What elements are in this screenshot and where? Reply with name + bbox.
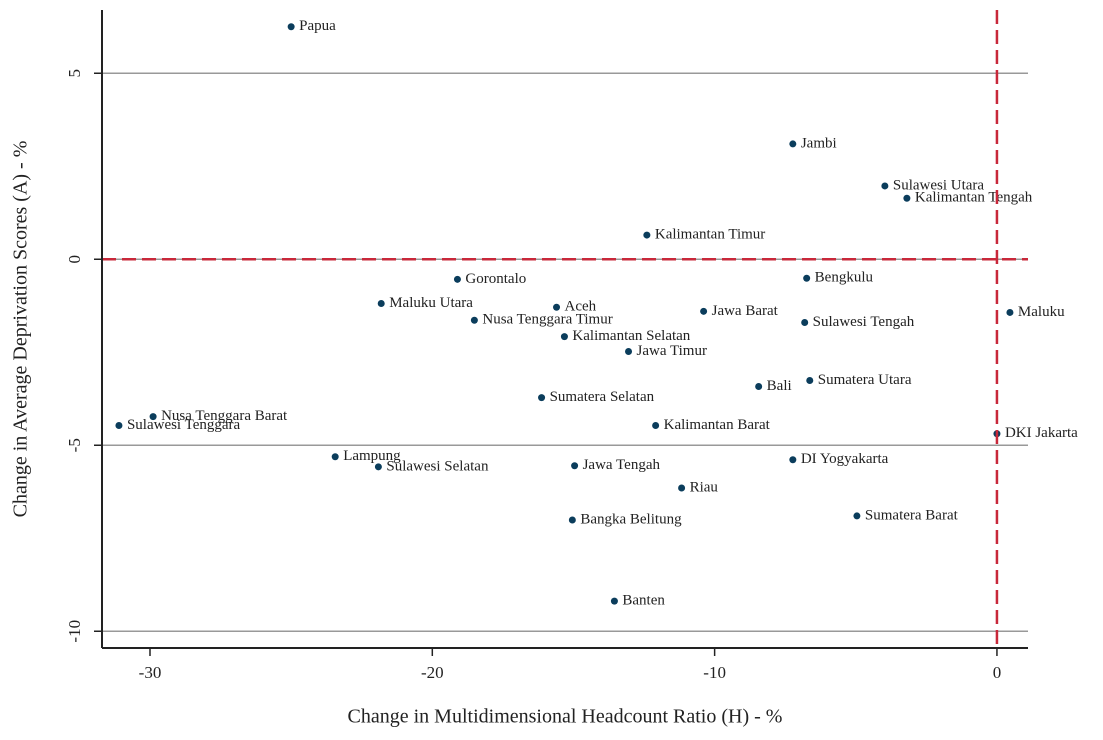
point	[625, 348, 633, 356]
point	[553, 303, 561, 311]
point-label: Sulawesi Tenggara	[127, 417, 241, 433]
point-label: Jawa Tengah	[583, 457, 661, 473]
point	[806, 377, 814, 385]
point-label: Jawa Timur	[637, 343, 707, 359]
point-label: DKI Jakarta	[1005, 425, 1078, 441]
point-label: DI Yogyakarta	[801, 451, 889, 467]
point-label: Sulawesi Utara	[893, 177, 985, 193]
point	[853, 512, 861, 520]
point-label: Sulawesi Selatan	[386, 458, 489, 474]
point	[1006, 308, 1014, 316]
point	[700, 307, 708, 315]
point-label: Bengkulu	[815, 270, 874, 286]
point	[538, 394, 546, 402]
point	[789, 140, 797, 148]
point-label: Jawa Barat	[712, 303, 779, 319]
y-axis-title: Change in Average Deprivation Scores (A)…	[10, 141, 32, 518]
point-label: Gorontalo	[465, 271, 526, 287]
point-label: Aceh	[565, 299, 597, 315]
point	[652, 422, 660, 430]
point	[115, 422, 123, 430]
point-label: Kalimantan Barat	[664, 417, 771, 433]
point	[287, 23, 295, 31]
point	[678, 484, 686, 492]
point-label: Sumatera Barat	[865, 507, 959, 523]
point	[801, 318, 809, 326]
point-label: Maluku	[1018, 304, 1065, 320]
point-label: Sumatera Selatan	[550, 389, 655, 405]
point	[560, 333, 568, 341]
point-label: Jambi	[801, 135, 837, 151]
point	[571, 462, 579, 470]
point-label: Kalimantan Tengah	[915, 190, 1033, 206]
y-tick-label: -10	[65, 620, 84, 643]
point-label: Bangka Belitung	[580, 511, 682, 527]
point	[610, 597, 618, 605]
y-tick-label: 5	[65, 69, 84, 78]
point	[643, 231, 651, 239]
point	[568, 516, 576, 524]
point-label: Bali	[767, 378, 792, 394]
point-label: Banten	[622, 593, 665, 609]
point	[149, 413, 157, 421]
point	[374, 463, 382, 471]
point	[377, 300, 385, 308]
point-label: Kalimantan Selatan	[572, 328, 690, 344]
point	[470, 316, 478, 324]
point	[903, 194, 911, 202]
point	[789, 456, 797, 464]
x-tick-label: -20	[421, 663, 444, 682]
point	[331, 453, 339, 461]
y-tick-label: -5	[65, 438, 84, 452]
x-tick-label: -10	[703, 663, 726, 682]
point-label: Kalimantan Timur	[655, 227, 765, 243]
point	[755, 382, 763, 390]
x-tick-label: 0	[993, 663, 1002, 682]
point-label: Lampung	[343, 448, 401, 464]
point-label: Riau	[690, 479, 719, 495]
point-label: Nusa Tenggara Timur	[482, 312, 612, 328]
point-label: Maluku Utara	[389, 295, 473, 311]
x-tick-label: -30	[139, 663, 162, 682]
point	[881, 182, 889, 190]
x-axis-title: Change in Multidimensional Headcount Rat…	[348, 706, 783, 728]
point-label: Papua	[299, 18, 336, 34]
point-label: Sumatera Utara	[818, 372, 912, 388]
point-label: Nusa Tenggara Barat	[161, 408, 288, 424]
point	[803, 274, 811, 282]
y-tick-label: 0	[65, 255, 84, 264]
point	[453, 275, 461, 283]
point-label: Sulawesi Tengah	[813, 314, 915, 330]
